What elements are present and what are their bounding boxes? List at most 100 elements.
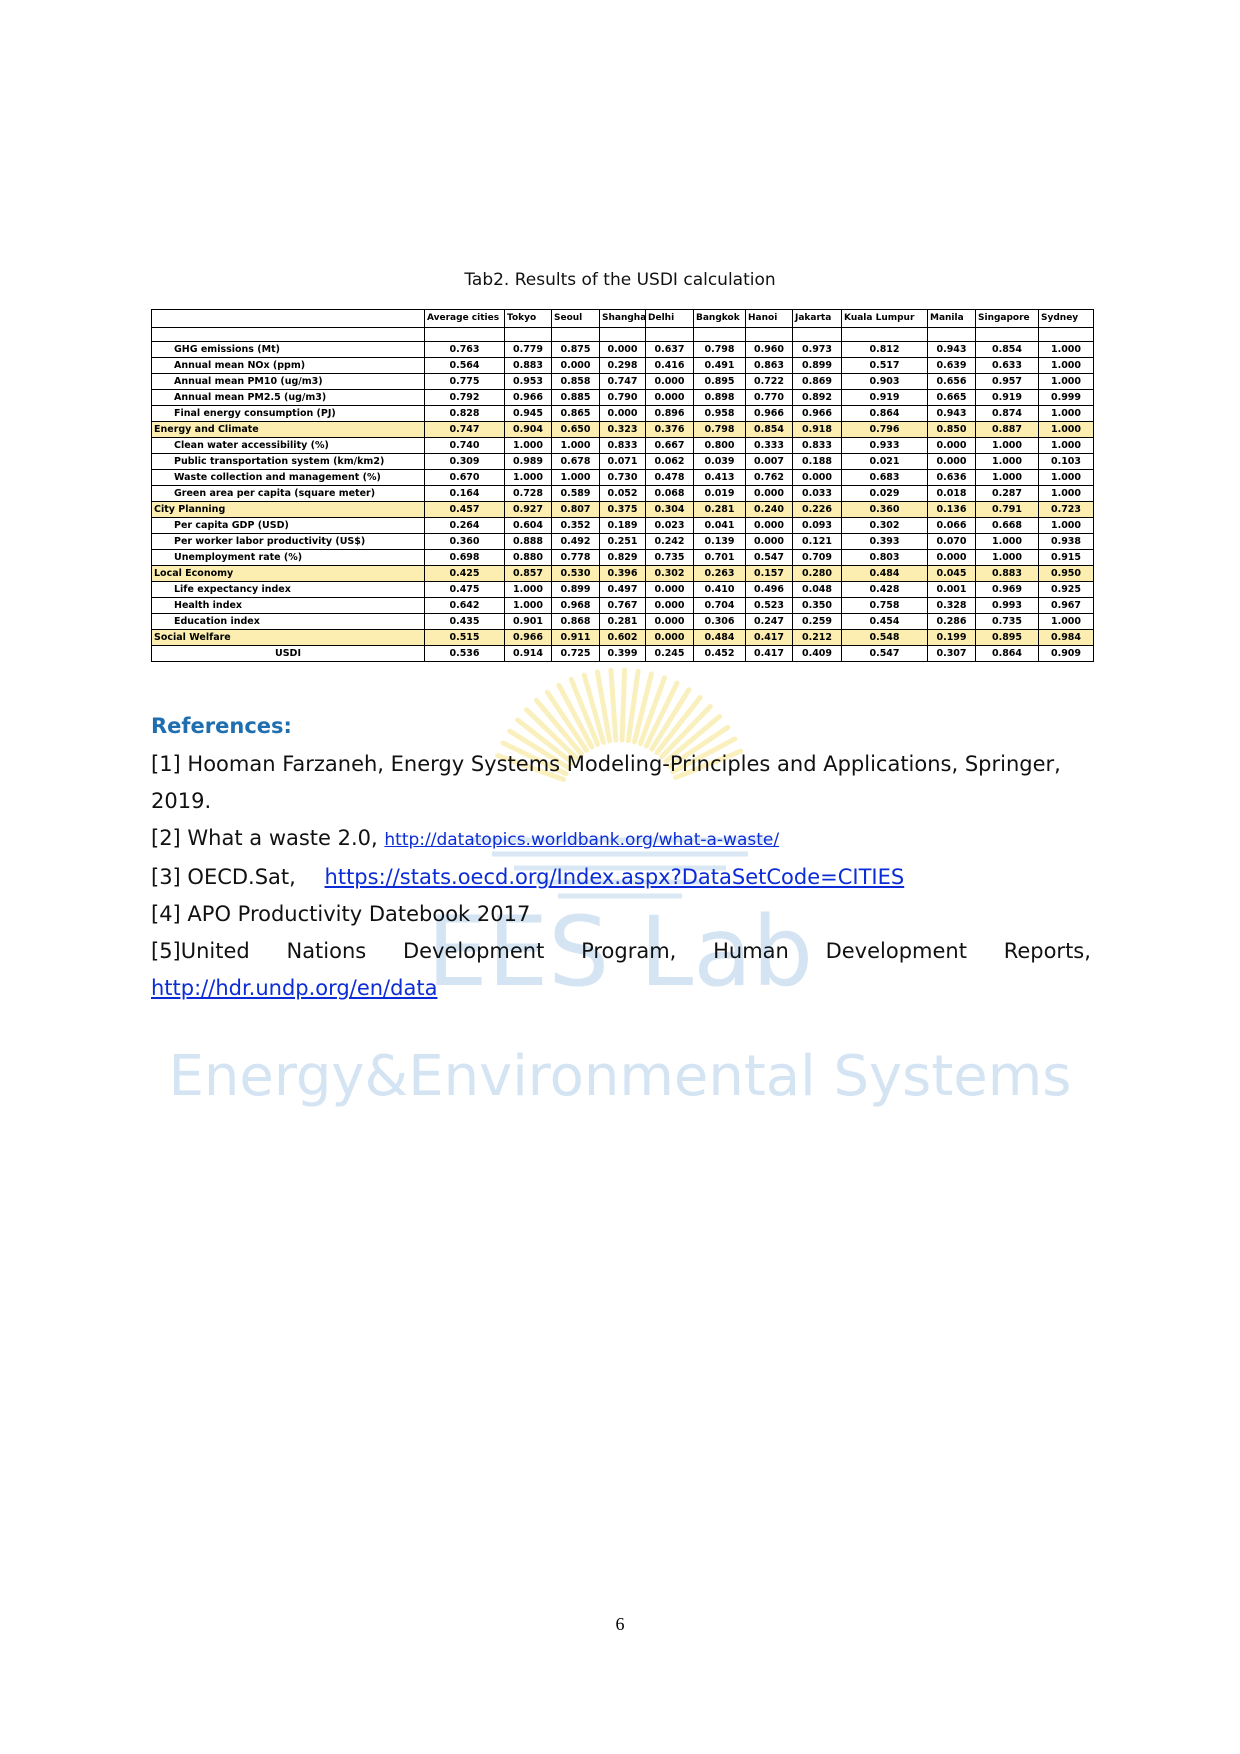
table-cell: 0.247 — [745, 613, 793, 630]
table-cell: 0.798 — [693, 341, 746, 358]
table-cell: 0.000 — [599, 405, 646, 422]
table-cell — [424, 327, 505, 342]
table-cell: 0.854 — [745, 421, 793, 438]
table-cell: 0.226 — [792, 501, 842, 518]
page-number: 6 — [615, 1614, 625, 1634]
table-cell: 0.530 — [551, 565, 600, 582]
table-cell: 0.409 — [792, 645, 842, 662]
table-cell: 0.491 — [693, 357, 746, 374]
table-cell: 1.000 — [975, 549, 1039, 566]
table-cell: 1.000 — [1038, 517, 1094, 534]
table-cell: 0.604 — [504, 517, 552, 534]
reference-5-word: Reports, — [1003, 939, 1091, 963]
reference-3-link[interactable]: https://stats.oecd.org/Index.aspx?DataSe… — [324, 865, 905, 889]
table-cell: 0.770 — [745, 389, 793, 406]
row-label: Annual mean PM2.5 (ug/m3) — [151, 389, 425, 406]
reference-3-text: [3] OECD.Sat, — [151, 865, 296, 889]
row-label: Annual mean PM10 (ug/m3) — [151, 373, 425, 390]
table-cell: 0.903 — [841, 373, 928, 390]
table-cell: 0.778 — [551, 549, 600, 566]
table-cell: 0.966 — [504, 389, 552, 406]
table-cell: 1.000 — [504, 581, 552, 598]
table-cell: 0.775 — [424, 373, 505, 390]
table-cell: 0.309 — [424, 453, 505, 470]
table-cell: 0.701 — [693, 549, 746, 566]
table-cell: 0.070 — [927, 533, 976, 550]
table-cell: 0.958 — [693, 405, 746, 422]
table-cell: 0.933 — [841, 437, 928, 454]
table-cell: 0.892 — [792, 389, 842, 406]
table-cell: 1.000 — [1038, 341, 1094, 358]
table-cell: 0.547 — [745, 549, 793, 566]
row-label: GHG emissions (Mt) — [151, 341, 425, 358]
table-cell: 0.704 — [693, 597, 746, 614]
table-row: Annual mean PM2.5 (ug/m3) 0.792 0.966 0.885… — [151, 389, 1094, 406]
table-cell: 0.898 — [693, 389, 746, 406]
table-cell: 0.000 — [745, 517, 793, 534]
table-cell: 0.735 — [645, 549, 694, 566]
table-cell: 0.328 — [927, 597, 976, 614]
table-cell: 1.000 — [504, 597, 552, 614]
table-cell: 0.515 — [424, 629, 505, 646]
category-row: Social Welfare 0.515 0.966 0.911 0.602 0.000 0… — [151, 629, 1094, 646]
table-cell: 1.000 — [975, 469, 1039, 486]
reference-2-link[interactable]: http://datatopics.worldbank.org/what-a-w… — [384, 830, 780, 850]
table-cell: 0.865 — [551, 405, 600, 422]
table-cell: 0.735 — [975, 613, 1039, 630]
table-cell: 0.000 — [645, 389, 694, 406]
table-cell: 0.909 — [1038, 645, 1094, 662]
table-cell — [975, 327, 1039, 342]
table-cell: 1.000 — [504, 437, 552, 454]
table-cell: 0.497 — [599, 581, 646, 598]
category-row: Local Economy 0.425 0.857 0.530 0.396 0.302 0.… — [151, 565, 1094, 582]
table-cell: 0.790 — [599, 389, 646, 406]
reference-5-word: Nations — [286, 939, 367, 963]
reference-3: [3] OECD.Sat, https://stats.oecd.org/Ind… — [151, 859, 1091, 896]
table-cell: 0.000 — [645, 581, 694, 598]
row-label: Waste collection and management (%) — [151, 469, 425, 486]
row-label — [151, 327, 425, 342]
row-label: Unemployment rate (%) — [151, 549, 425, 566]
table-cell: 0.212 — [792, 629, 842, 646]
table-cell: 0.136 — [927, 501, 976, 518]
table-cell: 0.828 — [424, 405, 505, 422]
table-cell: 0.251 — [599, 533, 646, 550]
table-cell: 0.121 — [792, 533, 842, 550]
table-cell: 0.850 — [927, 421, 976, 438]
table-cell: 0.730 — [599, 469, 646, 486]
table-cell: 0.938 — [1038, 533, 1094, 550]
table-cell — [1038, 327, 1094, 342]
table-cell: 0.280 — [792, 565, 842, 582]
table-cell: 0.973 — [792, 341, 842, 358]
table-cell: 0.943 — [927, 405, 976, 422]
table-cell: 0.376 — [645, 421, 694, 438]
table-cell: 0.242 — [645, 533, 694, 550]
table-row: Per capita GDP (USD) 0.264 0.604 0.352 0.189… — [151, 517, 1094, 534]
table-cell: 0.791 — [975, 501, 1039, 518]
table-cell: 0.792 — [424, 389, 505, 406]
usdi-results-table: Average cities Tokyo Seoul Shanghai Delhi Ban… — [151, 309, 1094, 662]
table-cell: 0.454 — [841, 613, 928, 630]
table-cell: 0.164 — [424, 485, 505, 502]
table-cell: 0.796 — [841, 421, 928, 438]
table-cell: 0.698 — [424, 549, 505, 566]
table-cell: 0.899 — [551, 581, 600, 598]
table-caption: Tab2. Results of the USDI calculation — [464, 270, 776, 290]
table-cell: 0.953 — [504, 373, 552, 390]
table-cell: 0.636 — [927, 469, 976, 486]
column-header: Average cities — [424, 309, 505, 328]
references-heading: References: — [151, 714, 292, 738]
category-row: Energy and Climate 0.747 0.904 0.650 0.323 0.… — [151, 421, 1094, 438]
table-row: Waste collection and management (%) 0.670… — [151, 469, 1094, 486]
table-cell: 0.864 — [841, 405, 928, 422]
reference-5-link[interactable]: http://hdr.undp.org/en/data — [151, 976, 438, 1000]
references-section: References: [1] Hooman Farzaneh, Energy … — [151, 714, 1091, 1007]
table-cell: 0.029 — [841, 485, 928, 502]
table-cell: 0.547 — [841, 645, 928, 662]
table-cell: 0.199 — [927, 629, 976, 646]
column-header: Tokyo — [504, 309, 552, 328]
table-cell: 0.656 — [927, 373, 976, 390]
table-cell: 0.139 — [693, 533, 746, 550]
table-cell: 0.633 — [975, 357, 1039, 374]
table-cell: 0.919 — [841, 389, 928, 406]
